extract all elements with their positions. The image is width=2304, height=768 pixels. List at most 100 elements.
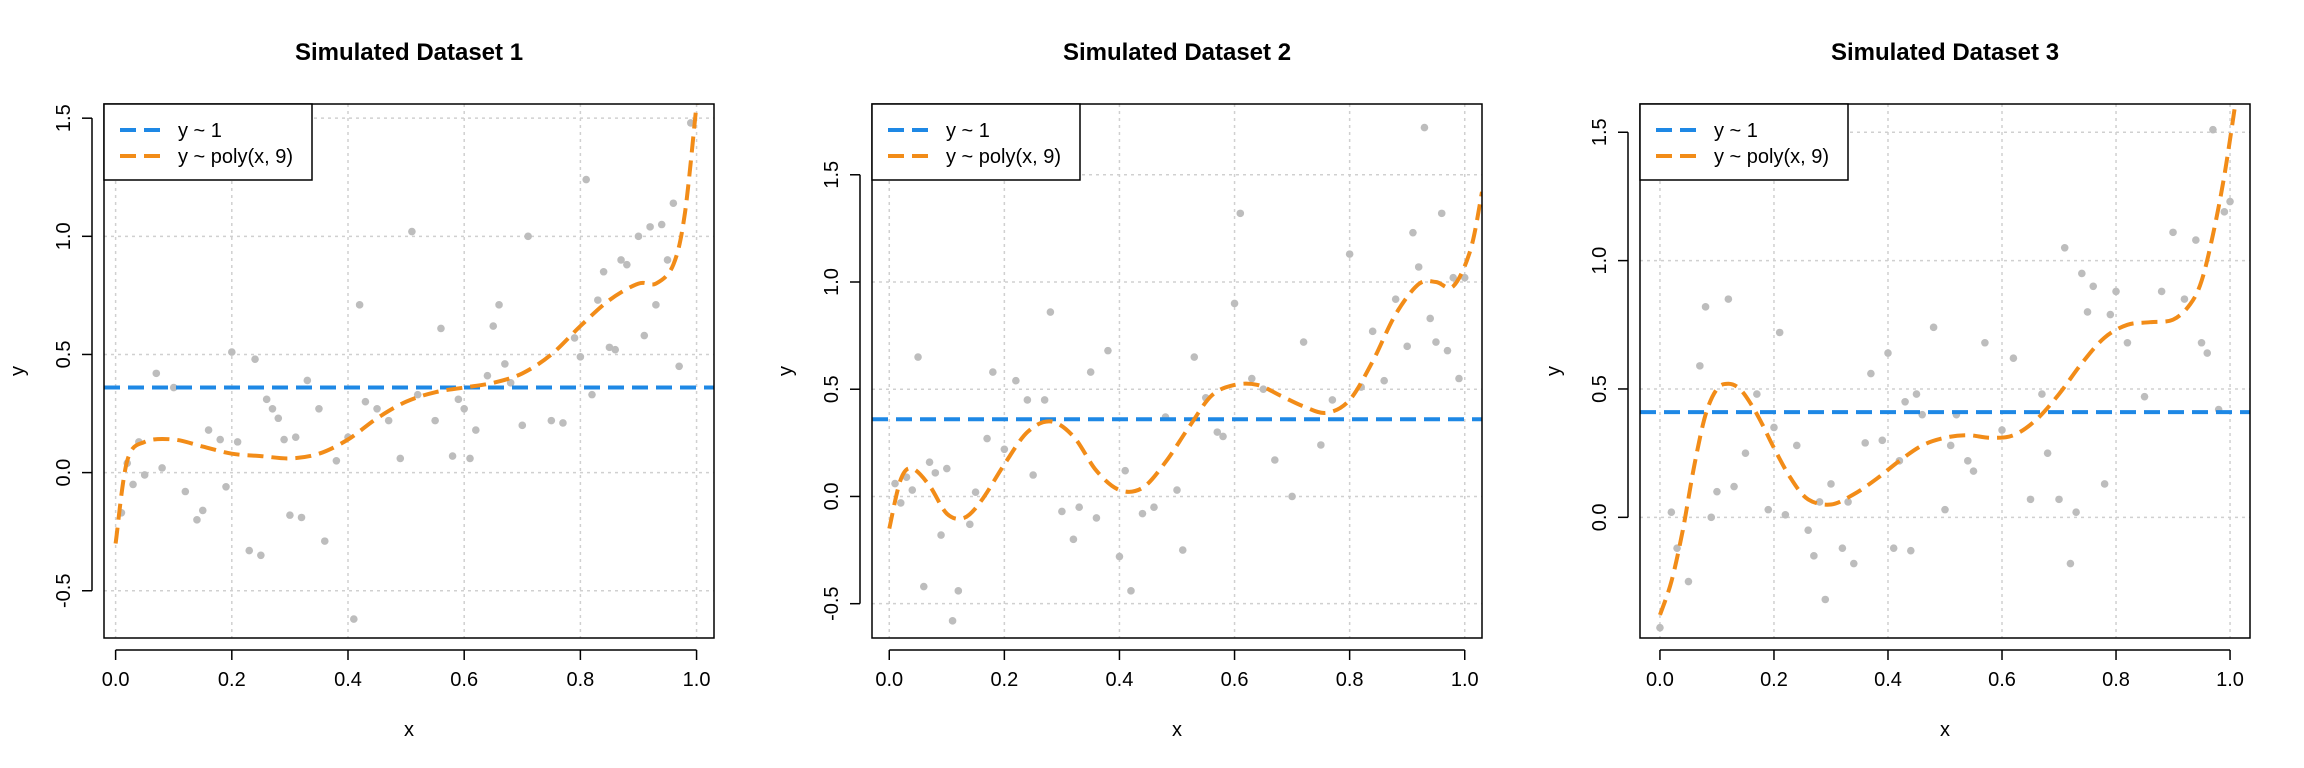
data-point <box>384 416 393 425</box>
legend-label-poly: y ~ poly(x, 9) <box>178 146 293 168</box>
data-point <box>355 301 364 309</box>
x-tick-label: 0.4 <box>334 669 362 691</box>
data-point <box>1838 544 1847 552</box>
data-point <box>1918 410 1926 419</box>
data-point <box>2072 508 2080 517</box>
data-point <box>1230 299 1239 308</box>
legend-label-poly: y ~ poly(x, 9) <box>946 146 1061 168</box>
data-point <box>489 322 498 330</box>
data-point <box>605 343 614 352</box>
legend-box <box>1639 103 1849 181</box>
data-point <box>2209 125 2217 134</box>
data-point <box>1998 426 2006 434</box>
data-point <box>2169 228 2177 237</box>
poly-fit-line <box>1658 104 2238 616</box>
data-point <box>943 464 951 473</box>
data-point <box>524 232 532 241</box>
data-point <box>594 296 602 304</box>
data-point <box>320 537 329 545</box>
data-point <box>262 395 271 404</box>
data-point <box>1248 374 1256 383</box>
data-point <box>919 582 928 591</box>
data-point <box>454 395 463 404</box>
x-tick-label: 0.6 <box>1221 669 1249 691</box>
data-point <box>361 397 370 406</box>
x-tick-label: 0.8 <box>566 669 594 691</box>
x-tick-label: 0.2 <box>1760 669 1788 691</box>
data-point <box>501 360 509 368</box>
data-point <box>1127 587 1135 595</box>
x-tick-label: 0.4 <box>1874 669 1902 691</box>
y-axis-label: y <box>7 366 29 376</box>
data-point <box>303 376 312 385</box>
data-point <box>1104 346 1112 355</box>
data-point <box>1889 544 1898 552</box>
data-point <box>373 405 381 413</box>
data-point <box>1827 480 1835 488</box>
data-point <box>1656 623 1664 632</box>
data-point <box>280 435 288 444</box>
data-point <box>1368 327 1377 336</box>
data-point <box>1328 396 1337 404</box>
data-point <box>1115 552 1124 561</box>
x-tick-label: 0.0 <box>102 669 130 691</box>
data-point <box>1449 273 1458 282</box>
data-point <box>1713 487 1721 496</box>
data-point <box>431 416 439 425</box>
data-point <box>181 487 190 496</box>
y-tick-label: 0.0 <box>53 459 75 487</box>
data-point <box>460 405 468 413</box>
data-point <box>2197 338 2206 347</box>
data-point <box>1443 346 1452 355</box>
data-point <box>640 331 649 340</box>
data-point <box>989 368 997 376</box>
data-point <box>1236 209 1245 218</box>
data-point <box>2123 338 2132 347</box>
data-point <box>1299 338 1308 346</box>
legend-label-poly: y ~ poly(x, 9) <box>1714 146 1829 168</box>
data-point <box>1946 441 1955 450</box>
data-point <box>291 433 300 441</box>
data-point <box>2009 354 2018 362</box>
data-point <box>1092 514 1101 522</box>
data-point <box>948 617 957 625</box>
data-point <box>204 426 213 434</box>
data-point <box>2106 310 2115 319</box>
data-point <box>1420 123 1429 132</box>
chart-panel-1: Simulated Dataset 1 0.0 0.2 0.4 0.6 0.8 1.0 -… <box>7 39 715 741</box>
legend: y ~ 1 y ~ poly(x, 9) <box>1639 103 1849 181</box>
data-point <box>1219 432 1227 441</box>
data-point <box>1792 441 1801 450</box>
data-point <box>1929 323 1938 332</box>
data-point <box>623 260 631 269</box>
data-point <box>251 355 259 363</box>
data-point <box>1213 428 1222 436</box>
data-point <box>245 546 254 555</box>
data-point <box>2192 236 2200 244</box>
data-point <box>1138 509 1147 518</box>
data-point <box>2066 559 2075 568</box>
data-point <box>1046 308 1055 316</box>
data-point <box>350 615 358 623</box>
data-point <box>582 175 590 184</box>
data-point <box>611 345 620 354</box>
data-point <box>1810 552 1818 560</box>
y-tick-label: 1.0 <box>821 268 843 296</box>
data-point <box>1730 482 1738 491</box>
plot-frame <box>871 103 1483 639</box>
data-point <box>954 587 963 595</box>
data-point <box>2180 295 2189 303</box>
data-point <box>1029 471 1037 479</box>
data-point <box>1673 544 1681 552</box>
legend-label-flat: y ~ 1 <box>946 120 990 142</box>
data-point <box>925 458 934 466</box>
data-point <box>2038 390 2046 398</box>
data-point <box>1764 505 1773 514</box>
data-point <box>1190 353 1199 361</box>
data-point <box>1696 362 1704 370</box>
y-tick-label: 0.5 <box>53 341 75 369</box>
data-point <box>315 405 323 413</box>
data-point <box>1075 503 1083 511</box>
data-point <box>518 421 527 430</box>
